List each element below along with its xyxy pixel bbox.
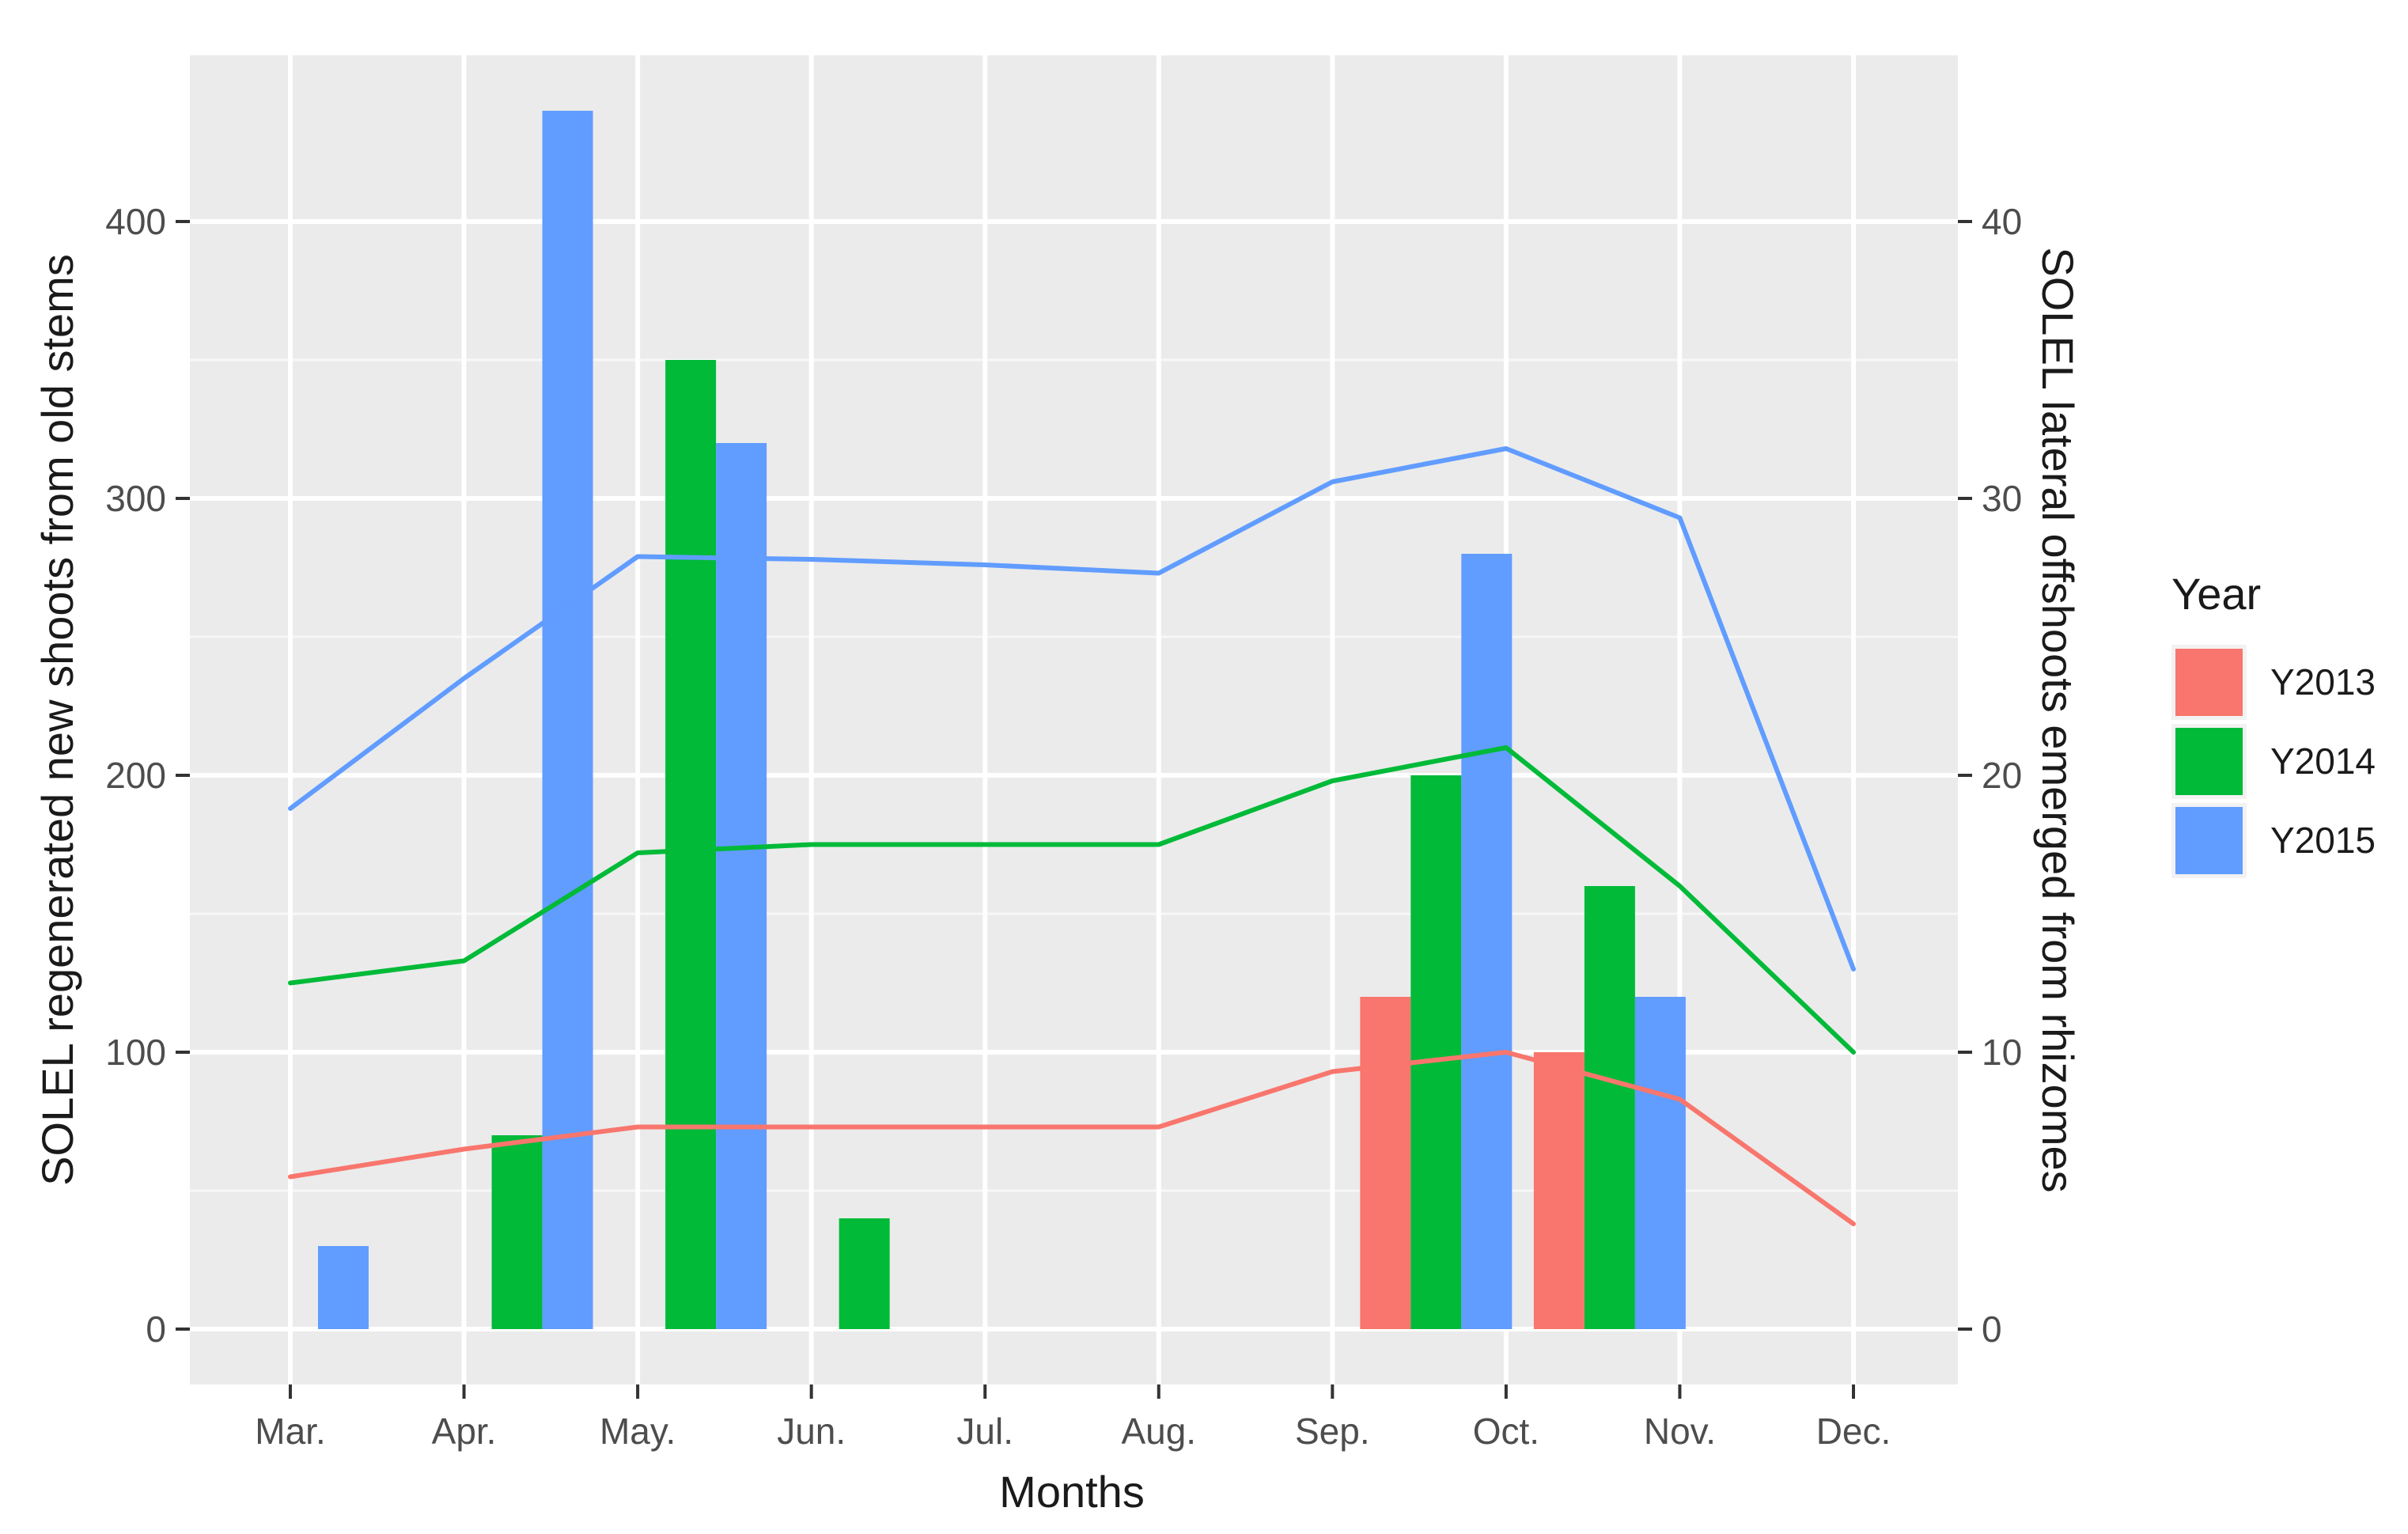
bar-y2015-oct — [1634, 997, 1686, 1329]
bar-y2014-sep — [1410, 775, 1462, 1329]
x-axis-title: Months — [999, 1467, 1145, 1517]
bar-y2014-oct — [1584, 886, 1635, 1329]
right-y-tick-label: 30 — [1982, 478, 2022, 519]
line-y2013 — [288, 1050, 1856, 1226]
legend-item-y2015: Y2015 — [2171, 803, 2376, 878]
legend-swatch — [2175, 649, 2243, 716]
legend-swatch — [2175, 807, 2243, 874]
legend-item-y2013: Y2013 — [2171, 645, 2376, 720]
major-gridlines — [190, 55, 1958, 1384]
bar-y2015-apr — [542, 111, 593, 1329]
left-y-tick-label: 300 — [105, 478, 166, 519]
x-tick-label: Oct. — [1473, 1411, 1539, 1452]
x-tick-label: Aug. — [1121, 1411, 1196, 1452]
legend-label: Y2014 — [2270, 740, 2376, 782]
bar-y2015-may — [716, 443, 767, 1329]
bar-marks — [318, 111, 1686, 1329]
left-y-axis-title: SOLEL regenerated new shoots from old st… — [32, 254, 82, 1186]
legend-label: Y2015 — [2270, 820, 2376, 861]
x-tick-label: Dec. — [1816, 1411, 1891, 1452]
legend: Year Y2013 Y2014 Y2015 — [2171, 569, 2376, 878]
left-y-tick-label: 400 — [105, 201, 166, 242]
bar-y2015-sep — [1461, 554, 1513, 1329]
line-y2014 — [288, 745, 1856, 1055]
bar-y2013-oct — [1533, 1052, 1585, 1329]
plot-panel — [190, 55, 1958, 1384]
line-y2015 — [288, 446, 1856, 972]
bar-y2015-mar — [318, 1246, 369, 1329]
bar-y2013-sep — [1360, 997, 1411, 1329]
legend-title: Year — [2171, 569, 2261, 619]
right-y-tick-label: 40 — [1982, 201, 2022, 242]
bar-y2014-jun — [839, 1218, 890, 1329]
x-tick-label: Jun. — [777, 1411, 846, 1452]
legend-item-y2014: Y2014 — [2171, 724, 2376, 799]
left-y-tick-label: 100 — [105, 1032, 166, 1073]
left-y-tick-label: 0 — [146, 1309, 166, 1350]
left-y-axis-ticks: 0 100 200 300 400 — [105, 201, 190, 1350]
x-tick-label: Jul. — [956, 1411, 1013, 1452]
x-tick-label: May. — [600, 1411, 676, 1452]
left-y-tick-label: 200 — [105, 755, 166, 796]
bar-y2014-apr — [491, 1135, 543, 1329]
x-tick-label: Nov. — [1644, 1411, 1716, 1452]
right-y-axis-ticks: 0 10 20 30 40 — [1958, 201, 2022, 1350]
x-tick-label: Mar. — [255, 1411, 325, 1452]
line-marks — [288, 446, 1856, 1226]
x-axis-ticks: Mar. Apr. May. Jun. Jul. Aug. Sep. Oct. Nov. Dec. — [255, 1384, 1891, 1452]
right-y-tick-label: 10 — [1982, 1032, 2022, 1073]
bar-y2014-may — [665, 360, 717, 1329]
legend-label: Y2013 — [2270, 661, 2376, 703]
right-y-axis-title: SOLEL lateral offshoots emerged from rhi… — [2033, 247, 2083, 1192]
x-tick-label: Apr. — [432, 1411, 497, 1452]
x-tick-label: Sep. — [1295, 1411, 1370, 1452]
right-y-tick-label: 0 — [1982, 1309, 2002, 1350]
right-y-tick-label: 20 — [1982, 755, 2022, 796]
legend-swatch — [2175, 728, 2243, 795]
